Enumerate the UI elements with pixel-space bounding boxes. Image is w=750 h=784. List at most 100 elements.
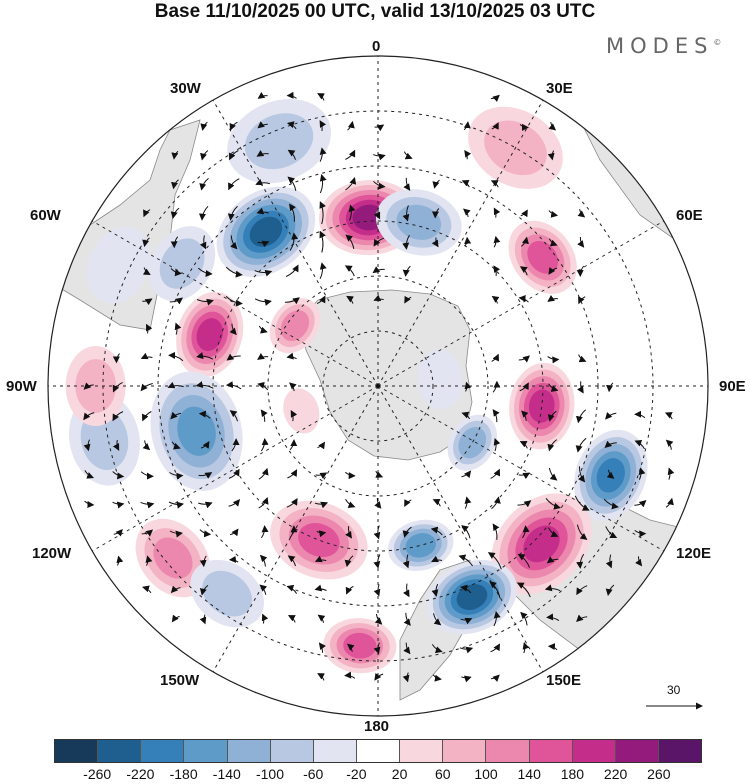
wind-vector-arrow <box>199 235 207 250</box>
anomaly-center-h6 <box>491 493 592 595</box>
wind-vector-arrow <box>576 585 588 596</box>
wind-vector-arrow <box>373 642 381 655</box>
wind-vector-arrow <box>171 150 179 160</box>
wind-vector-arrow <box>464 496 472 509</box>
wind-vector-arrow <box>545 498 561 510</box>
wind-vector-arrow <box>634 529 647 538</box>
lon-label-0: 0 <box>372 38 381 55</box>
wind-vector-arrow <box>634 410 646 419</box>
wind-vector-arrow <box>576 265 585 277</box>
wind-vector-arrow <box>403 583 410 598</box>
wind-vector-arrow <box>112 381 123 393</box>
colorbar-segment <box>184 740 228 762</box>
wind-vector-arrow <box>491 295 500 304</box>
colorbar-tick-label: -140 <box>212 766 241 782</box>
wind-vector-arrow <box>140 471 154 480</box>
wind-vector-arrow <box>517 553 530 568</box>
latitude-circle <box>322 330 434 442</box>
south-pole-marker <box>376 384 380 388</box>
wind-vector-arrow <box>460 617 473 625</box>
wind-vector-arrow <box>574 495 590 511</box>
wind-vector-arrow <box>635 556 643 567</box>
wind-vector-arrow <box>605 526 618 539</box>
anomaly-band <box>283 388 320 434</box>
wind-vector-arrow <box>344 471 356 480</box>
colorbar-tick-label: -260 <box>83 766 112 782</box>
wind-vector-arrow <box>665 439 674 450</box>
wind-vector-arrow <box>196 298 214 306</box>
wind-vector-arrow <box>259 584 268 595</box>
wind-vector-arrow <box>258 325 268 334</box>
graticule <box>48 56 708 716</box>
wind-vector-arrow <box>142 237 150 248</box>
wind-vector-arrow <box>289 525 298 539</box>
colorbar-segment <box>313 740 357 762</box>
wind-vector-arrow <box>604 440 617 448</box>
wind-vector-arrow <box>493 235 501 248</box>
wind-vector-arrow <box>518 472 531 480</box>
wind-vector-arrow <box>170 207 180 219</box>
wind-vector-arrow <box>113 528 123 537</box>
wind-vector-arrow <box>432 674 442 682</box>
wind-vector-arrow <box>548 527 559 538</box>
colorbar-tick-label: 60 <box>435 766 451 782</box>
wind-vector-arrow <box>521 410 529 421</box>
anomaly-center-h10 <box>283 388 320 434</box>
wind-vector-arrow <box>170 411 182 420</box>
wind-vector-arrow <box>140 352 153 360</box>
colorbar-segment <box>572 740 616 762</box>
wind-vector-arrow <box>290 410 298 422</box>
wind-vector-arrow <box>112 353 120 364</box>
wind-vector-arrow <box>318 642 326 653</box>
wind-vector-arrow <box>112 501 125 509</box>
wind-vectors <box>83 91 675 683</box>
wind-vector-arrow <box>492 523 500 540</box>
wind-vector-arrow <box>287 149 296 160</box>
wind-vector-arrow <box>319 174 327 194</box>
wind-vector-arrow <box>402 234 410 250</box>
wind-vector-arrow <box>374 124 385 132</box>
wind-vector-arrow <box>171 441 181 450</box>
wind-vector-arrow <box>289 439 298 451</box>
wind-vector-arrow <box>167 381 184 389</box>
wind-vector-arrow <box>143 209 151 218</box>
wind-vector-arrow <box>199 614 207 625</box>
colorbar-segment <box>356 740 401 762</box>
wind-vector-arrow <box>286 91 297 99</box>
wind-vector-arrow <box>315 472 328 480</box>
wind-vector-arrow <box>196 352 214 360</box>
wind-vector-arrow <box>199 584 209 596</box>
wind-vector-arrow <box>260 438 269 452</box>
wind-vector-arrow <box>344 555 354 568</box>
anomaly-band <box>153 537 193 579</box>
wind-vector-arrow <box>317 614 326 623</box>
wind-vector-arrow <box>228 178 240 191</box>
wind-vector-arrow <box>404 295 412 304</box>
wind-vector-arrow <box>461 180 470 188</box>
wind-vector-arrow <box>606 469 615 479</box>
wind-vector-arrow <box>463 121 471 131</box>
wind-vector-arrow <box>547 643 558 651</box>
wind-vector-arrow <box>345 177 357 191</box>
colorbar-tick-label: -100 <box>255 766 285 782</box>
wind-vector-arrow <box>605 412 617 420</box>
wind-vector-arrow <box>256 150 269 157</box>
wind-vector-arrow <box>487 552 502 570</box>
wind-vector-arrow <box>403 642 411 655</box>
wind-vector-arrow <box>257 240 270 248</box>
wind-vector-arrow <box>112 439 120 451</box>
wind-vector-arrow <box>257 381 269 391</box>
wind-vector-arrow <box>374 672 384 681</box>
vector-scale-label: 30 <box>667 683 681 697</box>
colorbar-tick-label: 100 <box>474 766 498 782</box>
wind-vector-arrow <box>373 294 384 302</box>
wind-vector-arrow <box>112 471 125 480</box>
colorbar-segment <box>400 740 444 762</box>
anomaly-band <box>396 204 442 240</box>
colorbar-segment <box>486 740 530 762</box>
lon-label-30e: 30E <box>546 80 573 97</box>
wind-vector-arrow <box>287 469 298 479</box>
wind-vector-arrow <box>142 440 151 451</box>
colorbar-tick-label: 220 <box>603 766 628 782</box>
wind-vector-arrow <box>578 296 586 305</box>
